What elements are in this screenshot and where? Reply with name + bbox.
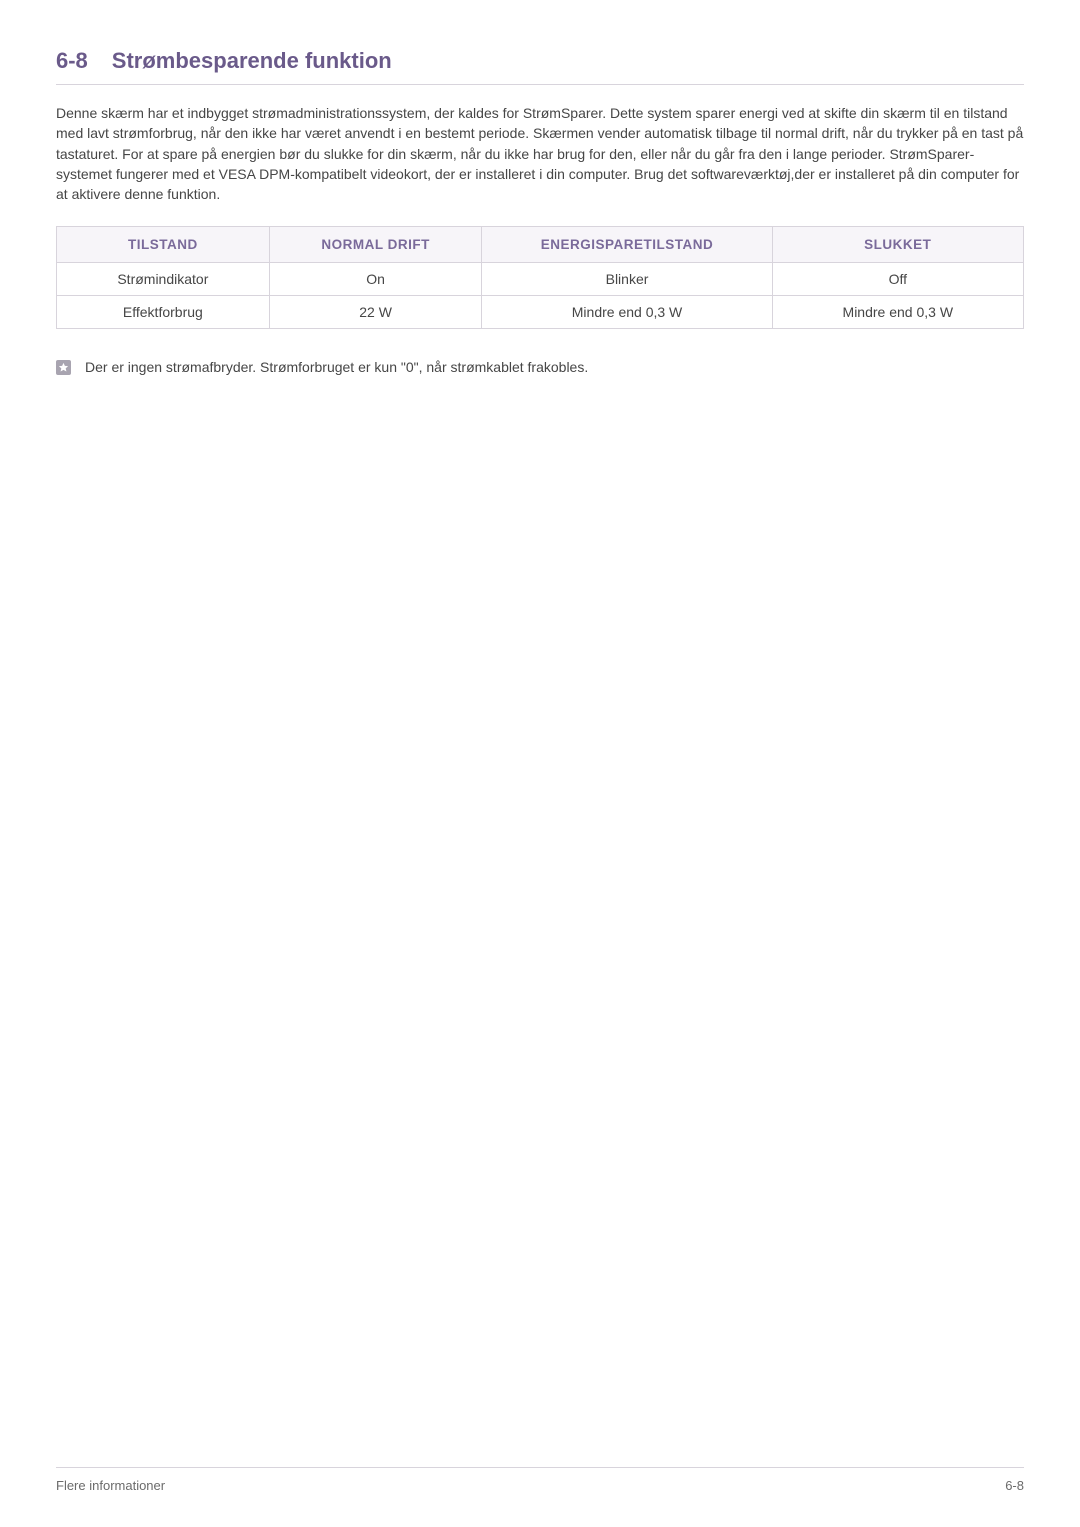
table-row: Effektforbrug 22 W Mindre end 0,3 W Mind… xyxy=(57,296,1024,329)
th-tilstand: TILSTAND xyxy=(57,227,270,263)
th-energispare: ENERGISPARETILSTAND xyxy=(482,227,772,263)
cell: Mindre end 0,3 W xyxy=(482,296,772,329)
cell: Mindre end 0,3 W xyxy=(772,296,1023,329)
cell: On xyxy=(269,263,482,296)
table-header-row: TILSTAND NORMAL DRIFT ENERGISPARETILSTAN… xyxy=(57,227,1024,263)
table-row: Strømindikator On Blinker Off xyxy=(57,263,1024,296)
section-heading: 6-8 Strømbesparende funktion xyxy=(56,48,1024,85)
page-footer: Flere informationer 6-8 xyxy=(56,1467,1024,1493)
cell: Off xyxy=(772,263,1023,296)
heading-title: Strømbesparende funktion xyxy=(112,48,392,74)
intro-paragraph: Denne skærm har et indbygget strømadmini… xyxy=(56,103,1024,204)
cell: Blinker xyxy=(482,263,772,296)
th-normal-drift: NORMAL DRIFT xyxy=(269,227,482,263)
cell: 22 W xyxy=(269,296,482,329)
heading-number: 6-8 xyxy=(56,48,88,74)
power-spec-table: TILSTAND NORMAL DRIFT ENERGISPARETILSTAN… xyxy=(56,226,1024,329)
note-icon xyxy=(56,360,71,375)
note-text: Der er ingen strømafbryder. Strømforbrug… xyxy=(85,359,588,375)
th-slukket: SLUKKET xyxy=(772,227,1023,263)
note: Der er ingen strømafbryder. Strømforbrug… xyxy=(56,359,1024,375)
footer-right: 6-8 xyxy=(1005,1478,1024,1493)
cell: Strømindikator xyxy=(57,263,270,296)
footer-left: Flere informationer xyxy=(56,1478,165,1493)
cell: Effektforbrug xyxy=(57,296,270,329)
